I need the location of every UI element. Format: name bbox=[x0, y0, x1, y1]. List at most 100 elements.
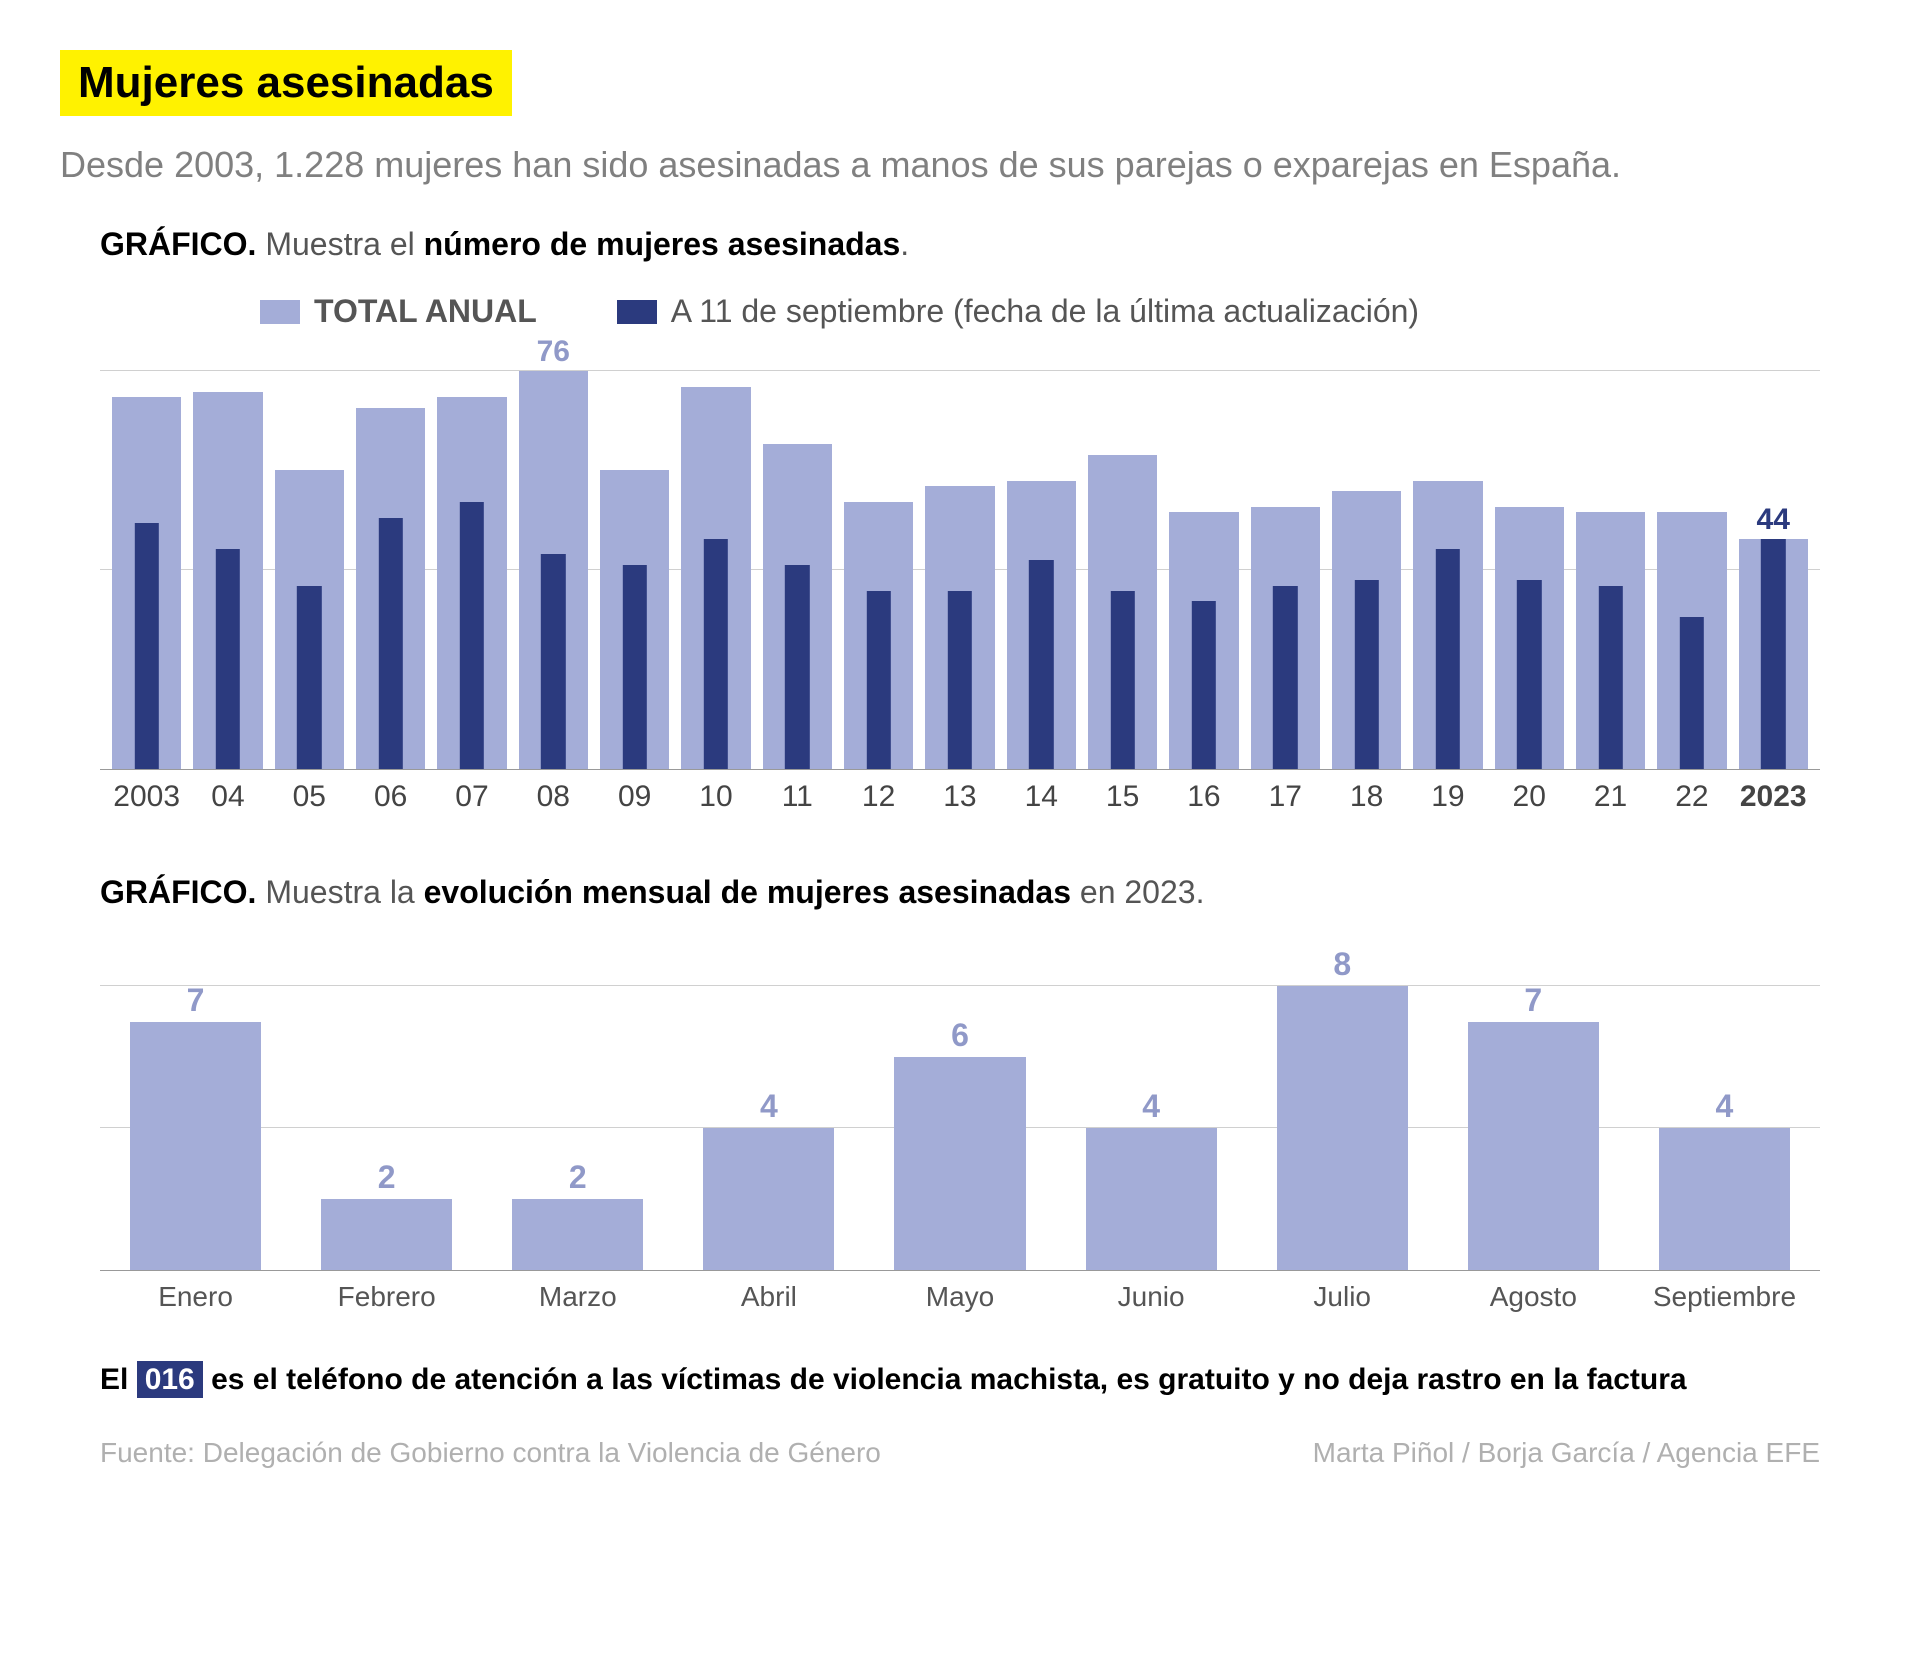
year-group: 44 bbox=[1733, 350, 1814, 769]
month-group: 2 bbox=[291, 951, 482, 1270]
xaxis-label: 09 bbox=[594, 780, 675, 814]
bar-label: 2 bbox=[512, 1159, 643, 1196]
bar-label: 7 bbox=[130, 982, 261, 1019]
bar-month: 6 bbox=[894, 1057, 1025, 1270]
legend-item-partial: A 11 de septiembre (fecha de la última a… bbox=[617, 293, 1419, 330]
year-group bbox=[1651, 350, 1732, 769]
xaxis-label: 2023 bbox=[1733, 780, 1814, 814]
year-group bbox=[187, 350, 268, 769]
year-group bbox=[594, 350, 675, 769]
chart-annual: 76 44 bbox=[100, 350, 1820, 770]
chart1-label-mid: Muestra el bbox=[256, 226, 423, 262]
year-group bbox=[838, 350, 919, 769]
chart1-xaxis: 2003040506070809101112131415161718192021… bbox=[100, 780, 1820, 814]
bar-label-last: 44 bbox=[1739, 503, 1808, 537]
month-group: 6 bbox=[864, 951, 1055, 1270]
year-group bbox=[1407, 350, 1488, 769]
bar-label: 6 bbox=[894, 1017, 1025, 1054]
year-group bbox=[1570, 350, 1651, 769]
xaxis-label: 22 bbox=[1651, 780, 1732, 814]
legend-item-total: TOTAL ANUAL bbox=[260, 293, 537, 330]
year-group: 76 bbox=[513, 350, 594, 769]
year-group bbox=[350, 350, 431, 769]
month-group: 7 bbox=[1438, 951, 1629, 1270]
bar-label: 4 bbox=[1086, 1088, 1217, 1125]
bar-partial bbox=[541, 554, 565, 769]
month-group: 4 bbox=[1629, 951, 1820, 1270]
chart2-label-mid: Muestra la bbox=[256, 874, 423, 910]
chart1-label-bold: número de mujeres asesinadas bbox=[424, 226, 901, 262]
month-group: 2 bbox=[482, 951, 673, 1270]
bar-partial bbox=[866, 591, 890, 769]
footer-credits: Marta Piñol / Borja García / Agencia EFE bbox=[1313, 1437, 1820, 1469]
xaxis-label: 14 bbox=[1001, 780, 1082, 814]
bar-partial bbox=[1192, 601, 1216, 769]
legend-swatch-total bbox=[260, 300, 300, 324]
xaxis-label: 19 bbox=[1407, 780, 1488, 814]
chart2-label-end: en 2023. bbox=[1071, 874, 1204, 910]
bar-partial bbox=[297, 586, 321, 769]
year-group bbox=[757, 350, 838, 769]
xaxis-label: Abril bbox=[673, 1281, 864, 1313]
month-group: 8 bbox=[1247, 951, 1438, 1270]
bar-partial bbox=[785, 565, 809, 769]
footer-source: Fuente: Delegación de Gobierno contra la… bbox=[100, 1437, 881, 1469]
xaxis-label: Junio bbox=[1056, 1281, 1247, 1313]
helpline-note: El 016 es el teléfono de atención a las … bbox=[100, 1363, 1820, 1397]
chart2-bars-area: 722464874 bbox=[100, 951, 1820, 1270]
chart-monthly: 722464874 bbox=[100, 951, 1820, 1271]
xaxis-label: 04 bbox=[187, 780, 268, 814]
chart1-label-prefix: GRÁFICO. bbox=[100, 226, 256, 262]
bar-label: 8 bbox=[1277, 946, 1408, 983]
xaxis-label: 10 bbox=[675, 780, 756, 814]
xaxis-label: 15 bbox=[1082, 780, 1163, 814]
chart1-legend: TOTAL ANUAL A 11 de septiembre (fecha de… bbox=[260, 293, 1860, 330]
bar-label-max: 76 bbox=[519, 335, 588, 369]
year-group bbox=[106, 350, 187, 769]
note-badge: 016 bbox=[137, 1361, 203, 1398]
year-group bbox=[1082, 350, 1163, 769]
bar-partial bbox=[622, 565, 646, 769]
bar-label: 2 bbox=[321, 1159, 452, 1196]
bar-partial bbox=[1436, 549, 1460, 769]
bar-partial bbox=[948, 591, 972, 769]
bar-month: 7 bbox=[130, 1022, 261, 1270]
bar-month: 7 bbox=[1468, 1022, 1599, 1270]
year-group bbox=[269, 350, 350, 769]
chart1-label-end: . bbox=[900, 226, 909, 262]
bar-month: 4 bbox=[1086, 1128, 1217, 1270]
year-group bbox=[431, 350, 512, 769]
bar-partial bbox=[460, 502, 484, 769]
year-group bbox=[919, 350, 1000, 769]
bar-partial bbox=[1761, 539, 1785, 769]
chart2-label-prefix: GRÁFICO. bbox=[100, 874, 256, 910]
chart2-label-bold: evolución mensual de mujeres asesinadas bbox=[424, 874, 1071, 910]
bar-partial bbox=[1517, 580, 1541, 769]
xaxis-label: 07 bbox=[431, 780, 512, 814]
main-title: Mujeres asesinadas bbox=[60, 50, 512, 116]
legend-swatch-partial bbox=[617, 300, 657, 324]
footer: Fuente: Delegación de Gobierno contra la… bbox=[100, 1437, 1820, 1469]
bar-month: 8 bbox=[1277, 986, 1408, 1270]
xaxis-label: Enero bbox=[100, 1281, 291, 1313]
year-group bbox=[1489, 350, 1570, 769]
bar-partial bbox=[1680, 617, 1704, 769]
bar-label: 4 bbox=[1659, 1088, 1790, 1125]
chart1-bars-area: 76 44 bbox=[100, 350, 1820, 769]
xaxis-label: Febrero bbox=[291, 1281, 482, 1313]
legend-text-partial: A 11 de septiembre (fecha de la última a… bbox=[671, 293, 1419, 330]
year-group bbox=[1326, 350, 1407, 769]
year-group bbox=[1163, 350, 1244, 769]
month-group: 4 bbox=[1056, 951, 1247, 1270]
xaxis-label: 18 bbox=[1326, 780, 1407, 814]
xaxis-label: 13 bbox=[919, 780, 1000, 814]
year-group bbox=[1245, 350, 1326, 769]
bar-partial bbox=[704, 539, 728, 769]
note-post: es el teléfono de atención a las víctima… bbox=[203, 1363, 1687, 1396]
xaxis-label: 11 bbox=[757, 780, 838, 814]
xaxis-label: 2003 bbox=[106, 780, 187, 814]
year-group bbox=[675, 350, 756, 769]
note-pre: El bbox=[100, 1363, 137, 1396]
bar-label: 4 bbox=[703, 1088, 834, 1125]
xaxis-label: 05 bbox=[269, 780, 350, 814]
